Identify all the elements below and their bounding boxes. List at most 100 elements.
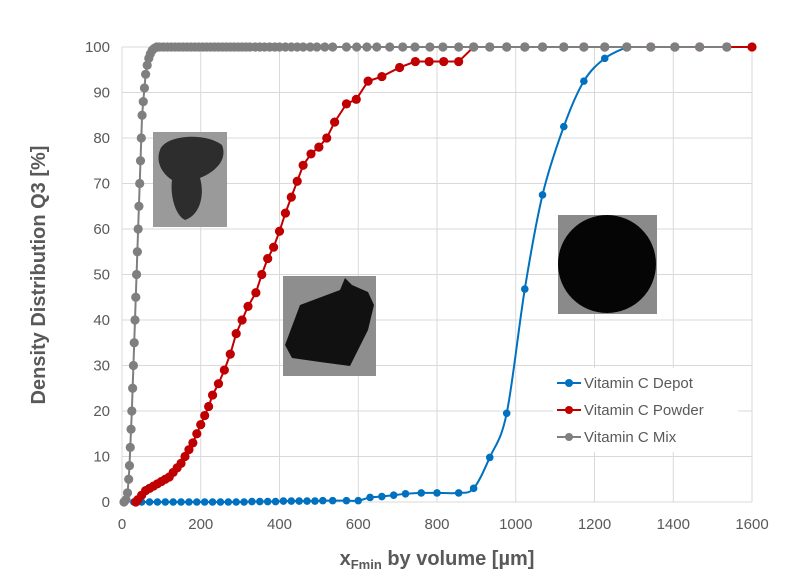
data-point — [485, 453, 494, 462]
y-tick-label: 40 — [93, 312, 110, 329]
y-tick-label: 70 — [93, 176, 110, 193]
data-point — [469, 484, 478, 493]
x-tick-label: 200 — [188, 516, 213, 533]
data-point — [251, 288, 261, 298]
data-point — [263, 253, 273, 264]
data-point — [306, 149, 316, 159]
data-point — [559, 122, 568, 131]
y-tick-label: 0 — [102, 494, 110, 511]
y-axis-title: Density Distribution Q3 [%] — [28, 146, 50, 405]
legend-item: Vitamin C Depot — [557, 375, 694, 392]
data-point — [231, 329, 241, 339]
y-tick-label: 60 — [93, 221, 110, 238]
data-point — [320, 42, 330, 52]
data-point — [131, 269, 142, 280]
data-point — [438, 42, 448, 52]
data-point — [268, 242, 279, 252]
data-point — [180, 451, 190, 462]
data-point — [237, 315, 247, 325]
data-point — [394, 62, 405, 73]
data-point — [521, 285, 529, 293]
data-point — [537, 42, 548, 52]
data-point — [137, 110, 147, 120]
data-point — [363, 76, 373, 86]
data-point — [139, 83, 150, 93]
data-point — [319, 496, 327, 505]
data-point — [579, 42, 589, 52]
data-point — [502, 42, 512, 52]
data-point — [417, 489, 426, 497]
data-point — [200, 410, 210, 421]
data-point — [425, 42, 435, 52]
y-tick-label: 80 — [93, 130, 110, 147]
x-tick-label: 1600 — [735, 516, 768, 533]
data-point — [454, 489, 463, 497]
data-point — [454, 56, 464, 67]
legend-label: Vitamin C Mix — [584, 429, 677, 446]
data-point — [439, 56, 449, 67]
data-point — [193, 498, 201, 506]
data-point — [176, 458, 186, 468]
data-point — [341, 99, 352, 109]
data-point — [580, 77, 588, 85]
x-axis-title: xFmin by volume [µm] — [340, 548, 535, 572]
legend: Vitamin C Depot Vitamin C Powder Vitamin C… — [553, 368, 738, 452]
data-point — [243, 301, 253, 311]
data-point — [204, 401, 214, 412]
data-point — [133, 224, 143, 234]
data-point — [695, 42, 705, 52]
data-point — [274, 226, 285, 236]
data-point — [298, 42, 308, 52]
data-point — [362, 42, 372, 52]
data-point — [128, 383, 138, 393]
data-point — [351, 94, 361, 104]
data-point — [130, 315, 140, 325]
y-tick-label: 20 — [93, 403, 110, 420]
data-point — [424, 56, 434, 67]
data-point — [600, 54, 609, 63]
data-point — [271, 497, 280, 506]
data-point — [213, 379, 224, 389]
data-point — [287, 497, 296, 505]
x-tick-label: 1200 — [578, 516, 611, 533]
x-tick-label: 0 — [118, 516, 126, 533]
data-point — [145, 498, 154, 506]
data-point — [225, 349, 235, 359]
data-point — [127, 406, 137, 416]
data-point — [138, 97, 148, 107]
particle-image-powder — [283, 276, 376, 376]
data-point — [722, 42, 732, 52]
data-point — [322, 133, 332, 143]
data-point — [469, 42, 479, 52]
legend-label: Vitamin C Depot — [584, 375, 694, 392]
data-point — [125, 442, 135, 452]
data-point — [232, 498, 240, 506]
data-point — [485, 42, 495, 52]
data-point — [184, 445, 194, 455]
data-point — [248, 497, 256, 506]
data-point — [354, 496, 363, 505]
data-point — [161, 498, 170, 506]
data-point — [538, 191, 547, 199]
data-point — [303, 497, 311, 505]
legend-item: Vitamin C Powder — [557, 402, 704, 419]
data-point — [135, 178, 145, 189]
data-point — [122, 488, 133, 498]
data-point — [200, 498, 209, 506]
particle-images — [153, 132, 657, 376]
data-point — [124, 474, 134, 484]
data-point — [257, 269, 267, 280]
data-point — [208, 498, 217, 506]
data-point — [124, 461, 135, 471]
data-point — [279, 497, 288, 505]
data-point — [292, 176, 302, 186]
data-point — [263, 497, 272, 506]
data-point — [256, 497, 264, 506]
data-point — [385, 42, 395, 52]
data-point — [280, 208, 291, 218]
legend-marker — [565, 406, 573, 414]
y-tick-label: 90 — [93, 85, 110, 102]
data-point — [207, 390, 218, 400]
data-point — [196, 420, 206, 430]
